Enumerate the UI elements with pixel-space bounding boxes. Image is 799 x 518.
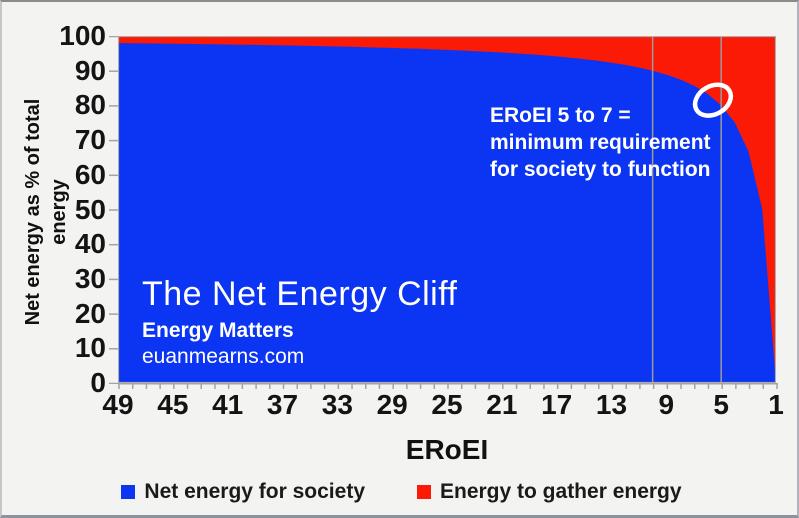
area-chart-plot [118, 36, 776, 383]
x-tick-label: 5 [713, 389, 729, 420]
y-tick-label: 70 [74, 124, 106, 156]
x-tick-label: 49 [102, 389, 134, 420]
annotation-line: minimum requirement [490, 131, 711, 154]
y-tick-label: 0 [90, 367, 106, 398]
x-axis-title: ERoEI [405, 434, 489, 465]
x-tick-label: 37 [266, 389, 299, 420]
x-tick-label: 1 [768, 389, 784, 420]
x-axis-ticks [118, 383, 778, 389]
net-energy-area [118, 43, 776, 383]
title-block: The Net Energy Cliff Energy Matters euan… [142, 274, 458, 370]
x-tick-label: 45 [157, 389, 189, 420]
blue-swatch-icon [121, 485, 136, 499]
x-tick-label: 9 [658, 389, 675, 420]
legend-item-gather-energy: Energy to gather energy [417, 480, 682, 504]
red-swatch-icon [417, 485, 431, 499]
x-tick-label: 25 [431, 389, 463, 420]
x-tick-label: 41 [212, 389, 244, 420]
y-tick-label: 50 [74, 193, 106, 225]
x-tick-label: 13 [595, 389, 628, 420]
legend-label: Net energy for society [144, 480, 365, 503]
y-tick-label: 10 [74, 332, 106, 364]
y-tick-label: 80 [74, 89, 106, 121]
chart-subtitle: Energy Matters [142, 319, 294, 342]
eroei-annotation: ERoEI 5 to 7 = minimum requirement for s… [490, 102, 711, 183]
x-tick-label: 21 [486, 389, 518, 420]
legend: Net energy for society Energy to gather … [2, 480, 797, 504]
chart-title: The Net Energy Cliff [142, 275, 458, 313]
y-tick-label: 100 [59, 20, 106, 51]
legend-label: Energy to gather energy [440, 480, 682, 503]
legend-item-net-energy: Net energy for society [121, 480, 365, 504]
y-tick-label: 90 [74, 54, 106, 86]
y-axis-ticks [109, 36, 118, 384]
highlight-circle [692, 82, 734, 118]
chart-credit: euanmearns.com [142, 345, 305, 368]
x-tick-label: 29 [376, 389, 408, 420]
x-tick-label: 17 [541, 389, 573, 420]
x-tick-label: 33 [321, 389, 353, 420]
y-tick-label: 30 [74, 262, 106, 294]
plot-border [118, 36, 776, 383]
y-tick-label: 60 [74, 158, 106, 190]
annotation-line: ERoEI 5 to 7 = [490, 104, 631, 127]
y-tick-label: 20 [74, 297, 106, 329]
y-axis-title: Net energy as % of total energy [22, 98, 70, 326]
y-tick-label: 40 [74, 228, 106, 260]
annotation-line: for society to function [490, 158, 711, 181]
